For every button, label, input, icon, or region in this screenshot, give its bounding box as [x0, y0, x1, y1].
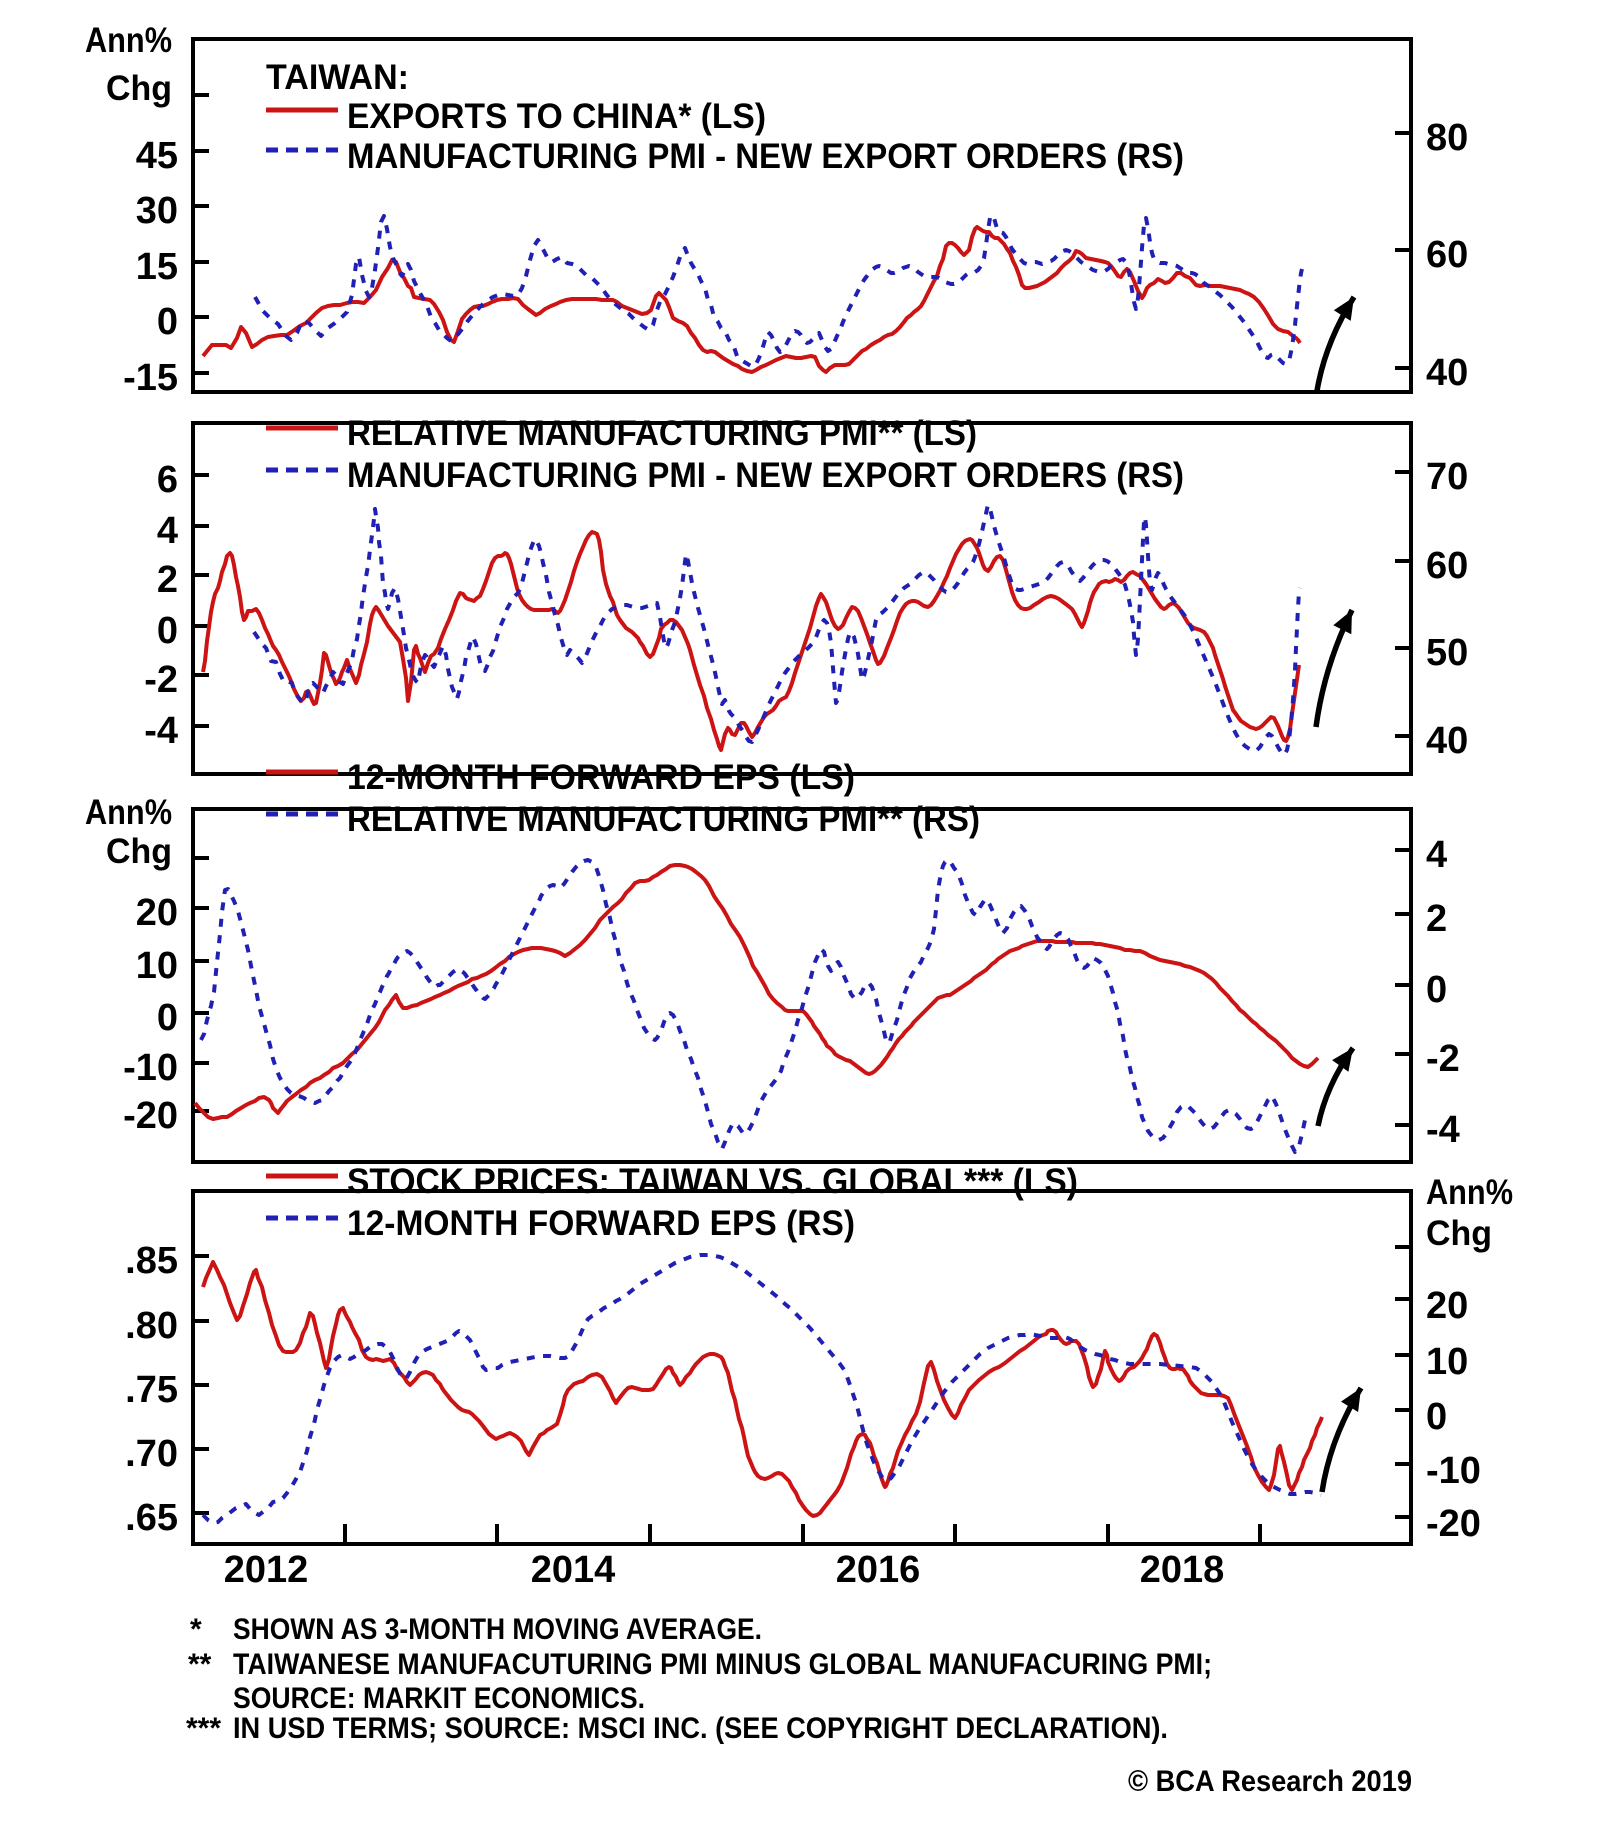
svg-text:-10: -10 [123, 1047, 178, 1089]
svg-text:60: 60 [1426, 545, 1468, 587]
svg-text:Chg: Chg [106, 832, 172, 871]
svg-text:4: 4 [157, 510, 178, 552]
svg-text:0: 0 [157, 997, 178, 1039]
svg-text:Ann%: Ann% [1426, 1173, 1513, 1212]
svg-text:Chg: Chg [1426, 1214, 1492, 1253]
svg-text:30: 30 [136, 190, 178, 232]
svg-text:40: 40 [1426, 352, 1468, 394]
svg-text:2018: 2018 [1140, 1549, 1225, 1591]
svg-text:RELATIVE MANUFACTURING PMI** (: RELATIVE MANUFACTURING PMI** (LS) [347, 414, 977, 453]
svg-text:*: * [190, 1613, 202, 1646]
svg-text:0: 0 [157, 610, 178, 652]
svg-text:SHOWN AS 3-MONTH MOVING AVERAG: SHOWN AS 3-MONTH MOVING AVERAGE. [233, 1613, 762, 1646]
svg-text:MANUFACTURING PMI - NEW EXPORT: MANUFACTURING PMI - NEW EXPORT ORDERS (R… [347, 456, 1184, 495]
svg-text:2014: 2014 [531, 1549, 616, 1591]
svg-text:IN USD TERMS; SOURCE: MSCI INC: IN USD TERMS; SOURCE: MSCI INC. (SEE COP… [233, 1712, 1168, 1745]
svg-text:45: 45 [136, 135, 178, 177]
svg-text:Ann%: Ann% [85, 793, 172, 832]
svg-text:EXPORTS TO CHINA* (LS): EXPORTS TO CHINA* (LS) [347, 97, 766, 136]
svg-text:2: 2 [157, 559, 178, 601]
svg-text:TAIWANESE MANUFACUTURING PMI M: TAIWANESE MANUFACUTURING PMI MINUS GLOBA… [233, 1648, 1212, 1681]
svg-text:-10: -10 [1426, 1450, 1481, 1492]
svg-text:***: *** [186, 1712, 221, 1745]
svg-text:20: 20 [1426, 1285, 1468, 1327]
svg-text:10: 10 [136, 945, 178, 987]
svg-text:TAIWAN:: TAIWAN: [266, 58, 409, 97]
svg-text:SOURCE: MARKIT ECONOMICS.: SOURCE: MARKIT ECONOMICS. [233, 1682, 645, 1715]
svg-text:12-MONTH FORWARD EPS (LS): 12-MONTH FORWARD EPS (LS) [347, 758, 855, 797]
svg-text:4: 4 [1426, 834, 1447, 876]
svg-text:40: 40 [1426, 720, 1468, 762]
svg-text:.75: .75 [125, 1369, 178, 1411]
svg-text:10: 10 [1426, 1341, 1468, 1383]
svg-text:.85: .85 [125, 1240, 178, 1282]
svg-text:70: 70 [1426, 456, 1468, 498]
svg-text:.70: .70 [125, 1433, 178, 1475]
svg-text:Chg: Chg [106, 69, 172, 108]
svg-text:50: 50 [1426, 632, 1468, 674]
svg-text:15: 15 [136, 246, 178, 288]
svg-text:Ann%: Ann% [85, 21, 172, 60]
svg-text:12-MONTH FORWARD EPS (RS): 12-MONTH FORWARD EPS (RS) [347, 1204, 855, 1243]
svg-text:0: 0 [157, 301, 178, 343]
svg-text:20: 20 [136, 892, 178, 934]
svg-text:STOCK PRICES: TAIWAN VS. GLOBA: STOCK PRICES: TAIWAN VS. GLOBAL*** (LS) [347, 1162, 1078, 1201]
svg-text:60: 60 [1426, 234, 1468, 276]
svg-text:0: 0 [1426, 1396, 1447, 1438]
svg-text:**: ** [188, 1648, 212, 1681]
svg-text:-2: -2 [1426, 1038, 1460, 1080]
svg-text:© BCA Research 2019: © BCA Research 2019 [1128, 1765, 1412, 1798]
svg-text:0: 0 [1426, 969, 1447, 1011]
svg-text:-2: -2 [144, 659, 178, 701]
svg-text:.80: .80 [125, 1305, 178, 1347]
svg-text:.65: .65 [125, 1497, 178, 1539]
svg-text:-20: -20 [123, 1095, 178, 1137]
svg-text:MANUFACTURING PMI - NEW EXPORT: MANUFACTURING PMI - NEW EXPORT ORDERS (R… [347, 137, 1184, 176]
svg-text:-15: -15 [123, 357, 178, 399]
svg-text:2012: 2012 [224, 1549, 309, 1591]
svg-text:-4: -4 [144, 710, 178, 752]
svg-text:2016: 2016 [836, 1549, 921, 1591]
svg-text:-20: -20 [1426, 1503, 1481, 1545]
svg-text:80: 80 [1426, 117, 1468, 159]
svg-text:6: 6 [157, 459, 178, 501]
svg-text:2: 2 [1426, 898, 1447, 940]
svg-text:RELATIVE MANUFACTURING PMI** (: RELATIVE MANUFACTURING PMI** (RS) [347, 800, 980, 839]
svg-text:-4: -4 [1426, 1109, 1460, 1151]
